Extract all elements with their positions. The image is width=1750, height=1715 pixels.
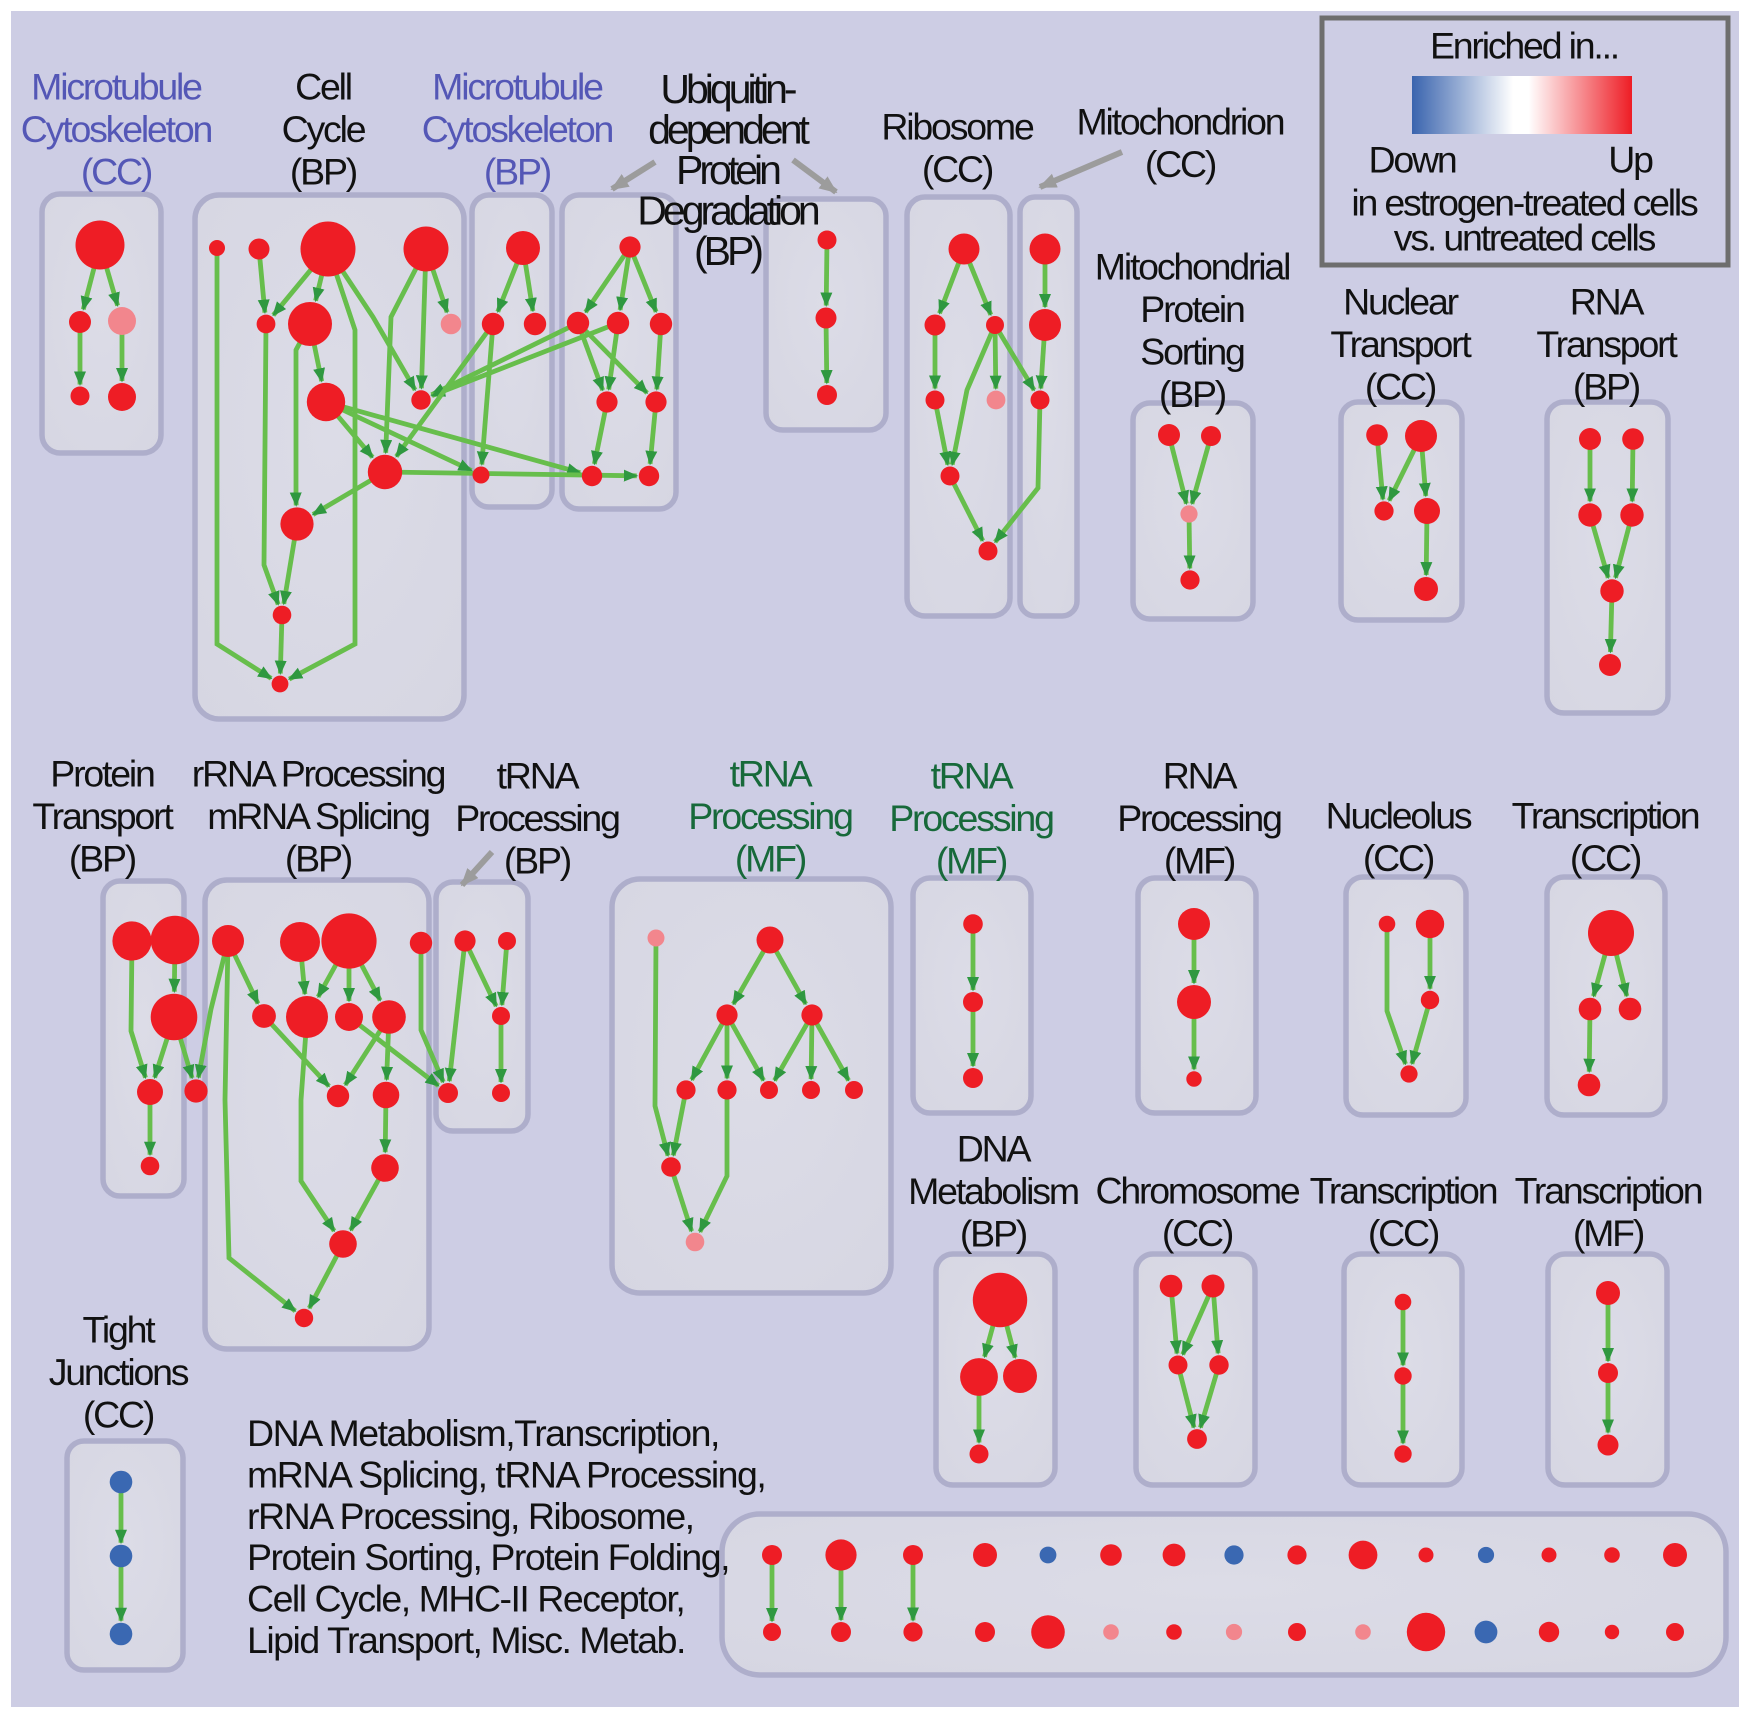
svg-text:in estrogen-treated cells: in estrogen-treated cells <box>1351 182 1698 224</box>
svg-text:Cell: Cell <box>295 66 351 108</box>
svg-text:Chromosome: Chromosome <box>1095 1170 1299 1212</box>
svg-text:(BP): (BP) <box>484 151 551 193</box>
svg-text:(MF): (MF) <box>936 840 1007 882</box>
svg-text:(BP): (BP) <box>1159 373 1226 415</box>
svg-text:mRNA Splicing, tRNA Processing: mRNA Splicing, tRNA Processing, <box>247 1453 765 1495</box>
svg-text:(MF): (MF) <box>735 838 806 880</box>
svg-text:Ribosome: Ribosome <box>881 106 1034 148</box>
svg-text:(BP): (BP) <box>694 228 762 274</box>
svg-text:Down: Down <box>1368 139 1455 181</box>
svg-text:RNA: RNA <box>1570 281 1645 323</box>
svg-text:(BP): (BP) <box>290 151 357 193</box>
svg-text:Transport: Transport <box>32 795 174 837</box>
svg-text:(BP): (BP) <box>504 840 571 882</box>
svg-text:(CC): (CC) <box>1145 143 1216 185</box>
svg-text:Processing: Processing <box>1117 797 1281 839</box>
svg-text:(CC): (CC) <box>1368 1212 1439 1254</box>
svg-text:Protein: Protein <box>1140 288 1244 330</box>
svg-text:Junctions: Junctions <box>49 1351 189 1393</box>
svg-text:(CC): (CC) <box>83 1394 154 1436</box>
svg-text:Nuclear: Nuclear <box>1343 281 1459 323</box>
svg-text:Nucleolus: Nucleolus <box>1326 795 1472 837</box>
svg-text:(CC): (CC) <box>1365 366 1436 408</box>
svg-text:(BP): (BP) <box>69 838 136 880</box>
svg-text:(CC): (CC) <box>1363 837 1434 879</box>
svg-text:Transport: Transport <box>1330 323 1472 365</box>
svg-text:rRNA Processing: rRNA Processing <box>192 753 445 795</box>
svg-text:Transport: Transport <box>1536 323 1678 365</box>
svg-text:Degradation: Degradation <box>637 188 819 234</box>
svg-text:(BP): (BP) <box>1573 366 1640 408</box>
svg-text:Metabolism: Metabolism <box>908 1170 1078 1212</box>
svg-text:Tight: Tight <box>83 1309 157 1351</box>
svg-text:Up: Up <box>1608 139 1653 181</box>
svg-text:Sorting: Sorting <box>1140 331 1244 373</box>
svg-text:Microtubule: Microtubule <box>432 66 603 108</box>
svg-text:(BP): (BP) <box>285 838 352 880</box>
svg-text:Processing: Processing <box>889 797 1053 839</box>
svg-text:Mitochondrial: Mitochondrial <box>1095 246 1289 288</box>
svg-text:Transcription: Transcription <box>1512 795 1699 837</box>
svg-text:DNA Metabolism,Transcription,: DNA Metabolism,Transcription, <box>247 1412 719 1454</box>
svg-text:tRNA: tRNA <box>497 755 580 797</box>
svg-text:Cell Cycle, MHC-II Receptor,: Cell Cycle, MHC-II Receptor, <box>247 1578 684 1620</box>
svg-text:dependent: dependent <box>648 107 810 153</box>
svg-text:vs. untreated cells: vs. untreated cells <box>1394 217 1656 259</box>
svg-text:rRNA Processing, Ribosome,: rRNA Processing, Ribosome, <box>247 1495 694 1537</box>
svg-text:Transcription: Transcription <box>1310 1170 1497 1212</box>
svg-text:(CC): (CC) <box>1162 1212 1233 1254</box>
svg-text:DNA: DNA <box>957 1128 1032 1170</box>
svg-text:mRNA Splicing: mRNA Splicing <box>207 795 429 837</box>
svg-text:(CC): (CC) <box>81 151 152 193</box>
svg-text:Lipid Transport, Misc. Metab.: Lipid Transport, Misc. Metab. <box>247 1619 685 1661</box>
svg-text:tRNA: tRNA <box>730 753 813 795</box>
svg-text:tRNA: tRNA <box>931 755 1014 797</box>
svg-text:Cytoskeleton: Cytoskeleton <box>21 108 212 150</box>
svg-text:Mitochondrion: Mitochondrion <box>1077 101 1284 143</box>
svg-text:(CC): (CC) <box>1570 837 1641 879</box>
svg-text:(CC): (CC) <box>922 148 993 190</box>
svg-text:(MF): (MF) <box>1164 840 1235 882</box>
svg-text:Microtubule: Microtubule <box>31 66 202 108</box>
svg-text:(BP): (BP) <box>960 1213 1027 1255</box>
svg-text:Protein: Protein <box>50 753 154 795</box>
svg-text:RNA: RNA <box>1163 755 1238 797</box>
svg-text:Cycle: Cycle <box>282 108 366 150</box>
svg-text:Cytoskeleton: Cytoskeleton <box>422 108 613 150</box>
svg-text:Processing: Processing <box>688 795 852 837</box>
svg-text:Enriched in...: Enriched in... <box>1430 25 1618 67</box>
svg-text:Protein: Protein <box>676 147 780 193</box>
svg-text:(MF): (MF) <box>1573 1212 1644 1254</box>
svg-text:Transcription: Transcription <box>1515 1170 1702 1212</box>
svg-text:Processing: Processing <box>455 797 619 839</box>
svg-text:Ubiquitin-: Ubiquitin- <box>660 66 796 112</box>
svg-text:Protein Sorting, Protein Foldi: Protein Sorting, Protein Folding, <box>247 1536 729 1578</box>
